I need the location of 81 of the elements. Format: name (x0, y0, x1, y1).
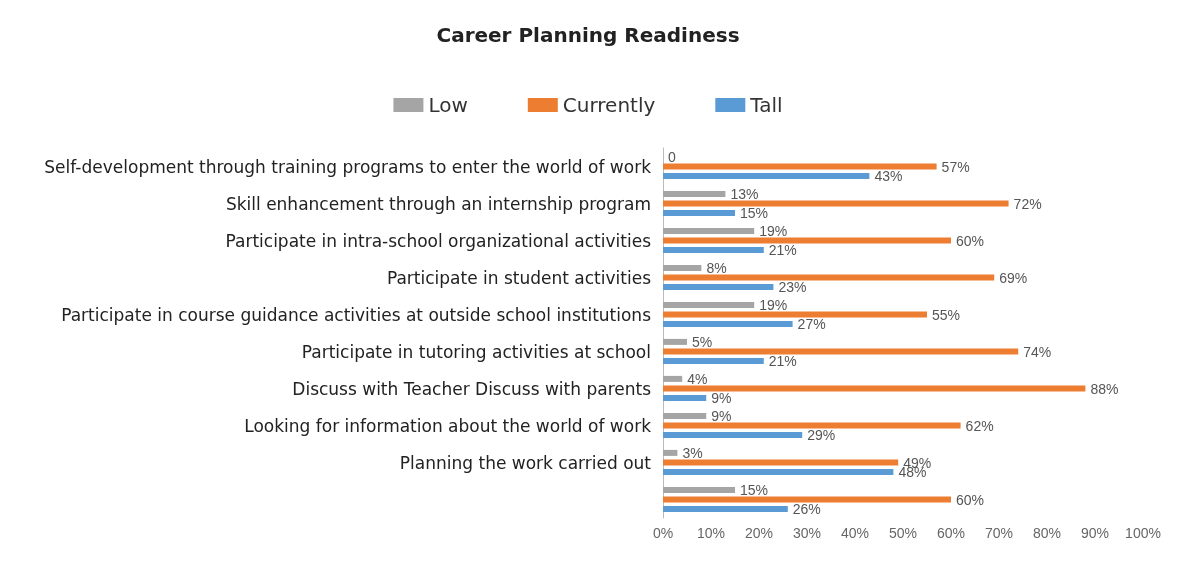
y-tick-label: Participate in course guidance activities at outside school institutions (61, 304, 652, 325)
bar (663, 412, 707, 419)
bar (663, 321, 793, 328)
y-tick-label: Participate in intra-school organizational activities (225, 230, 652, 251)
bar (663, 422, 961, 429)
data-label: 72% (1013, 195, 1042, 212)
data-label: 8% (706, 259, 727, 276)
bar (663, 469, 894, 476)
bar (663, 301, 755, 308)
bar (663, 264, 702, 271)
x-tick-label: 60% (936, 525, 966, 541)
data-label: 60% (956, 491, 985, 508)
bar (663, 274, 995, 281)
data-label: 27% (797, 316, 826, 333)
bar (663, 200, 1009, 207)
bar (663, 375, 683, 382)
data-label: 19% (759, 222, 788, 239)
data-label: 9% (711, 390, 732, 407)
bar (663, 247, 764, 254)
data-label: 57% (941, 158, 970, 175)
bar (663, 395, 707, 402)
x-tick-label: 10% (696, 525, 726, 541)
bar (663, 449, 678, 456)
bar (663, 227, 755, 234)
bar (663, 385, 1086, 392)
data-label: 74% (1023, 343, 1052, 360)
data-label: 60% (956, 232, 985, 249)
bar (663, 459, 899, 466)
x-tick-label: 40% (840, 525, 870, 541)
bar (663, 496, 951, 503)
y-tick-label: Skill enhancement through an internship program (225, 193, 651, 214)
y-tick-label: Looking for information about the world of work (244, 415, 652, 436)
data-label: 19% (759, 296, 788, 313)
data-label: 69% (999, 269, 1028, 286)
data-label: 0 (668, 148, 676, 165)
x-tick-label: 70% (984, 525, 1014, 541)
bar (663, 173, 870, 180)
data-label: 5% (692, 333, 713, 350)
data-label: 9% (711, 407, 732, 424)
y-tick-label: Discuss with Teacher Discuss with parents (292, 378, 652, 399)
data-label: 21% (768, 353, 797, 370)
bar (663, 358, 764, 365)
data-label: 15% (740, 205, 769, 222)
legend-label: Tall (749, 93, 783, 117)
data-label: 15% (740, 481, 769, 498)
data-label: 23% (778, 279, 807, 296)
bar (663, 338, 687, 345)
x-tick-label: 0% (652, 525, 674, 541)
data-label: 4% (687, 370, 708, 387)
bar (663, 190, 726, 197)
data-label: 13% (730, 185, 759, 202)
legend-label: Currently (562, 93, 656, 117)
chart-title: Career Planning Readiness (436, 23, 740, 47)
y-tick-label: Participate in tutoring activities at school (301, 341, 651, 362)
data-label: 43% (874, 168, 903, 185)
y-tick-label: Participate in student activities (386, 267, 652, 288)
bar (663, 237, 951, 244)
x-tick-label: 80% (1032, 525, 1062, 541)
bar (663, 348, 1019, 355)
data-label: 21% (768, 242, 797, 259)
bar (663, 210, 735, 217)
bar (663, 432, 803, 439)
x-tick-label: 50% (888, 525, 918, 541)
bar (663, 163, 937, 170)
bar (663, 506, 788, 513)
bar (663, 311, 927, 318)
y-tick-label: Planning the work carried out (399, 452, 652, 473)
data-label: 26% (792, 501, 821, 518)
data-label: 88% (1090, 380, 1119, 397)
y-tick-label: Self-development through training programs to enter the world of work (44, 156, 652, 177)
x-tick-label: 30% (792, 525, 822, 541)
legend-label: Low (428, 93, 468, 117)
x-tick-label: 100% (1125, 525, 1161, 541)
bar (663, 284, 774, 291)
data-label: 29% (807, 427, 836, 444)
data-label: 3% (682, 444, 703, 461)
x-tick-label: 90% (1080, 525, 1110, 541)
data-label: 55% (932, 306, 961, 323)
bar (663, 486, 735, 493)
x-tick-label: 20% (744, 525, 774, 541)
data-label: 62% (965, 417, 994, 434)
